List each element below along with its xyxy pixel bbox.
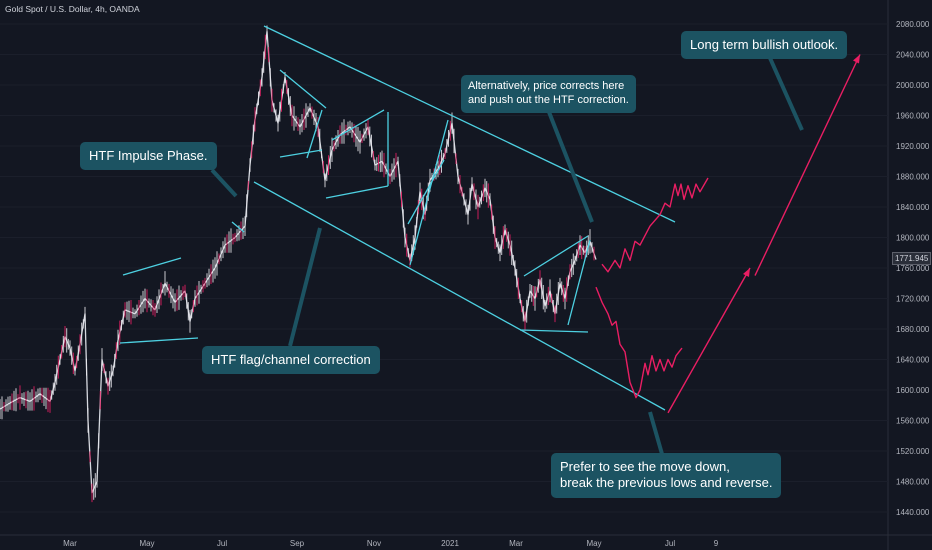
note-prefer-line-1: Prefer to see the move down, <box>560 459 730 474</box>
y-tick-label: 1560.000 <box>896 417 930 426</box>
x-tick-label: May <box>586 539 601 548</box>
y-tick-label: 1600.000 <box>896 386 930 395</box>
note-pointer <box>768 57 804 131</box>
trend-line <box>306 109 323 159</box>
note-flag-text: HTF flag/channel correction <box>211 352 371 367</box>
y-tick-label: 1760.000 <box>896 264 930 273</box>
current-price-badge: 1771.945 <box>892 252 932 265</box>
trend-line <box>567 239 591 326</box>
time-axis[interactable]: Mar May Jul Sep Nov 2021 Mar May Jul 9 <box>63 539 719 548</box>
y-tick-label: 1680.000 <box>896 325 930 334</box>
x-tick-label: Sep <box>290 539 305 548</box>
price-axis[interactable]: 1440.000 1480.000 1520.000 1560.000 1600.000… <box>896 20 930 517</box>
x-tick-label: May <box>139 539 154 548</box>
trend-line <box>331 109 385 141</box>
note-pointer <box>210 168 238 198</box>
trend-line <box>519 329 589 333</box>
note-bullish-text: Long term bullish outlook. <box>690 37 839 52</box>
trend-line <box>231 221 245 233</box>
y-tick-label: 1880.000 <box>896 173 930 182</box>
projection-arrowhead <box>743 268 750 277</box>
note-pointer <box>648 411 664 455</box>
x-tick-label: Mar <box>63 539 77 548</box>
trend-line <box>119 337 199 344</box>
note-pointer <box>288 227 322 347</box>
x-tick-label: Jul <box>217 539 227 548</box>
note-bullish: Long term bullish outlook. <box>681 31 848 60</box>
projection-path <box>754 54 861 276</box>
note-alternative-line-2: and push out the HTF correction. <box>468 93 629 106</box>
trend-line <box>279 149 323 158</box>
projection-arrowhead <box>853 54 860 64</box>
y-tick-label: 2000.000 <box>896 81 930 90</box>
y-tick-label: 1800.000 <box>896 234 930 243</box>
note-flag: HTF flag/channel correction <box>202 346 380 375</box>
trend-line <box>253 181 666 411</box>
projection-path <box>601 177 709 273</box>
projection-path <box>595 286 683 399</box>
y-tick-label: 1440.000 <box>896 508 930 517</box>
y-tick-label: 1840.000 <box>896 203 930 212</box>
projection-path <box>667 267 751 414</box>
trend-line <box>325 185 389 199</box>
x-tick-label: 2021 <box>441 539 459 548</box>
trend-line <box>523 235 589 277</box>
note-alternative-line-1: Alternatively, price corrects here <box>468 80 625 92</box>
y-tick-label: 1640.000 <box>896 356 930 365</box>
y-tick-label: 1960.000 <box>896 112 930 121</box>
note-alternative: Alternatively, price corrects here and p… <box>461 75 636 113</box>
note-pointer <box>547 111 594 223</box>
annotation-lines <box>119 25 804 455</box>
x-tick-label: 9 <box>714 539 719 548</box>
y-tick-label: 1520.000 <box>896 447 930 456</box>
y-tick-label: 1920.000 <box>896 142 930 151</box>
projection-lines <box>595 54 861 414</box>
y-tick-label: 1720.000 <box>896 295 930 304</box>
trend-line <box>409 119 449 266</box>
trend-line <box>263 25 676 223</box>
y-tick-label: 1480.000 <box>896 478 930 487</box>
note-prefer-line-2: break the previous lows and reverse. <box>560 475 773 491</box>
y-tick-label: 2040.000 <box>896 51 930 60</box>
note-impulse: HTF Impulse Phase. <box>80 142 217 171</box>
trend-line <box>279 69 327 109</box>
x-tick-label: Nov <box>367 539 381 548</box>
chart-title: Gold Spot / U.S. Dollar, 4h, OANDA <box>5 4 140 14</box>
x-tick-label: Jul <box>665 539 675 548</box>
trend-line <box>122 257 182 276</box>
note-impulse-text: HTF Impulse Phase. <box>89 148 208 163</box>
note-prefer: Prefer to see the move down, break the p… <box>551 453 782 498</box>
trend-line <box>407 159 445 225</box>
y-tick-label: 2080.000 <box>896 20 930 29</box>
x-tick-label: Mar <box>509 539 523 548</box>
